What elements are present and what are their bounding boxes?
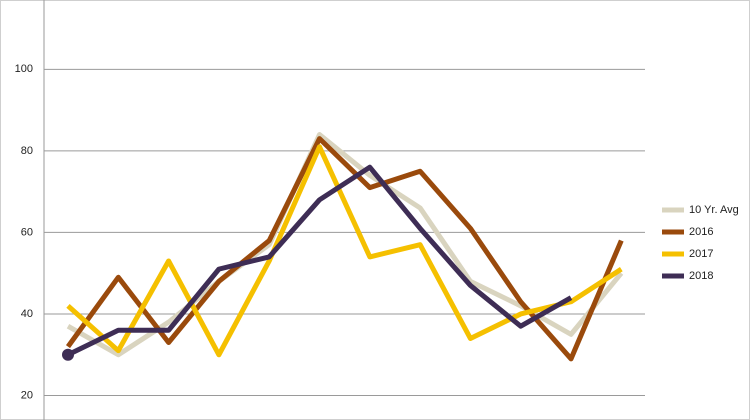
y-tick-label: 20 bbox=[21, 389, 33, 401]
point-marker bbox=[62, 348, 74, 361]
series-line bbox=[66, 144, 623, 358]
legend-label: 2017 bbox=[689, 248, 713, 260]
y-tick-label: 60 bbox=[21, 226, 33, 238]
legend-label: 2016 bbox=[689, 226, 713, 238]
series-line bbox=[66, 164, 573, 358]
legend-label: 10 Yr. Avg bbox=[689, 204, 739, 216]
y-tick-label: 40 bbox=[21, 308, 33, 320]
y-tick-label: 80 bbox=[21, 145, 33, 157]
y-tick-label: 100 bbox=[15, 63, 33, 75]
legend-label: 2018 bbox=[689, 270, 713, 282]
